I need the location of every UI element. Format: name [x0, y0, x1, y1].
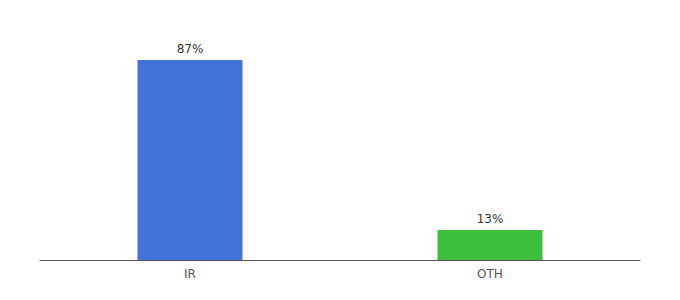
svg-text:OTH: OTH [477, 267, 503, 281]
svg-text:87%: 87% [177, 42, 204, 56]
svg-text:IR: IR [184, 267, 196, 281]
svg-text:13%: 13% [477, 212, 504, 226]
